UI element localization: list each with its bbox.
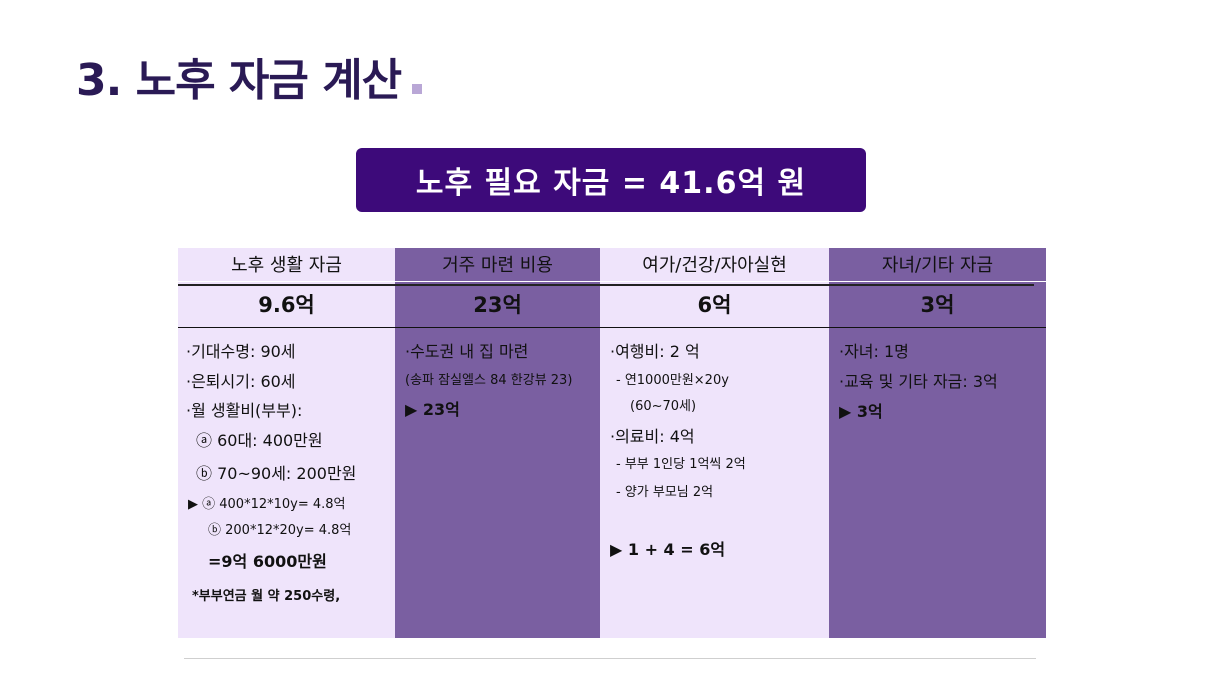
line-item: ·수도권 내 집 마련: [405, 342, 529, 361]
line-item: ·의료비: 4억: [610, 427, 695, 446]
line-item: ·자녀: 1명: [839, 342, 909, 361]
line-item: ·교육 및 기타 자금: 3억: [839, 372, 998, 391]
line-item: ·기대수명: 90세: [186, 342, 296, 361]
amount-top-rule: [178, 284, 1034, 286]
line-item: ·월 생활비(부부):: [186, 401, 303, 420]
column-header: 여가/건강/자아실현: [642, 255, 787, 276]
line-item: ⓐ 60대: 400만원: [196, 431, 323, 450]
column-amount: 9.6억: [258, 293, 315, 317]
line-item: ·여행비: 2 억: [610, 342, 700, 361]
line-item: ▶ 3억: [839, 402, 883, 421]
title-accent-square: [412, 84, 422, 94]
header-divider: [178, 281, 1046, 282]
line-item: ⓑ 200*12*20y= 4.8억: [208, 523, 352, 538]
column-header: 노후 생활 자금: [231, 255, 342, 276]
line-item: ·은퇴시기: 60세: [186, 372, 296, 391]
column-housing: 거주 마련 비용 23억 ·수도권 내 집 마련 (송파 잠실엘스 84 한강뷰…: [395, 248, 600, 638]
line-item: (60~70세): [630, 399, 697, 414]
column-leisure-health: 여가/건강/자아실현 6억 ·여행비: 2 억 - 연1000만원×20y (6…: [600, 248, 829, 638]
total-banner: 노후 필요 자금 = 41.6억 원: [356, 148, 866, 212]
column-amount: 6억: [697, 293, 732, 317]
column-amount: 3억: [920, 293, 955, 317]
line-item: ▶ 23억: [405, 400, 460, 419]
line-item: - 연1000만원×20y: [616, 373, 729, 388]
line-item: - 양가 부모님 2억: [616, 485, 714, 500]
column-header: 거주 마련 비용: [442, 255, 553, 276]
line-item: *부부연금 월 약 250수령,: [192, 589, 341, 604]
column-living-expenses: 노후 생활 자금 9.6억 ·기대수명: 90세 ·은퇴시기: 60세 ·월 생…: [178, 248, 395, 638]
line-item: =9억 6000만원: [208, 552, 327, 571]
column-header: 자녀/기타 자금: [881, 255, 994, 276]
column-children-other: 자녀/기타 자금 3억 ·자녀: 1명 ·교육 및 기타 자금: 3억 ▶ 3억: [829, 248, 1046, 638]
line-item: (송파 잠실엘스 84 한강뷰 23): [405, 373, 573, 388]
line-item: ▶ 1 + 4 = 6억: [610, 540, 726, 559]
footer-divider: [184, 658, 1036, 659]
amount-bottom-rule: [178, 327, 1046, 328]
breakdown-table: 노후 생활 자금 9.6억 ·기대수명: 90세 ·은퇴시기: 60세 ·월 생…: [178, 248, 1046, 638]
column-amount: 23억: [473, 293, 522, 317]
page-title: 3. 노후 자금 계산: [76, 55, 402, 106]
line-item: - 부부 1인당 1억씩 2억: [616, 457, 746, 472]
line-item: ▶ ⓐ 400*12*10y= 4.8억: [188, 497, 346, 512]
line-item: ⓑ 70~90세: 200만원: [196, 464, 357, 483]
